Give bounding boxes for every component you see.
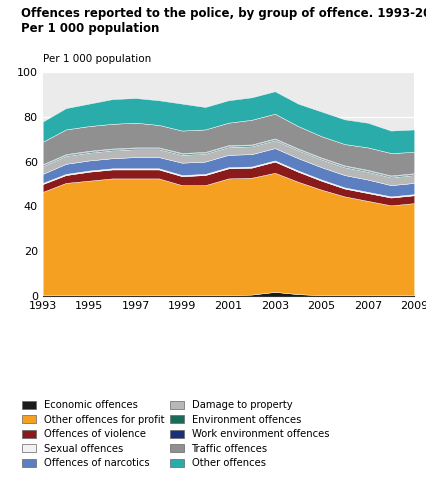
Text: Per 1 000 population: Per 1 000 population — [43, 54, 151, 64]
Text: Offences reported to the police, by group of offence. 1993-2009.
Per 1 000 popul: Offences reported to the police, by grou… — [21, 7, 426, 35]
Legend: Economic offences, Other offences for profit, Offences of violence, Sexual offen: Economic offences, Other offences for pr… — [22, 400, 328, 468]
